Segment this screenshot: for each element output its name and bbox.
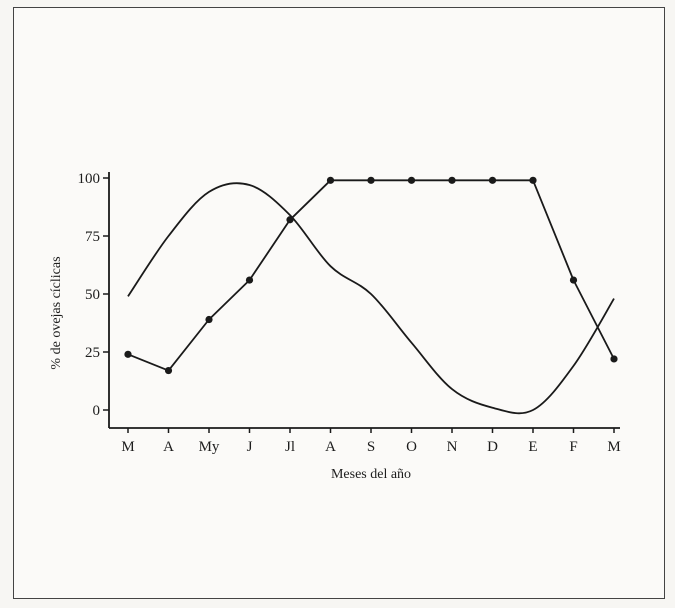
data-point	[488, 176, 497, 184]
chart-axes	[108, 172, 620, 429]
x-tick-label: O	[406, 439, 417, 455]
data-point	[448, 176, 456, 184]
x-tick-label: M	[121, 439, 134, 455]
y-tick-label: 25	[85, 345, 100, 361]
x-tick-label: F	[569, 439, 577, 455]
series-line-1	[127, 179, 615, 372]
x-ticks: M A My J Jl A S O N D E F M	[121, 428, 621, 455]
figure-frame	[13, 7, 665, 599]
x-tick-label: Jl	[285, 439, 295, 455]
x-tick-label: N	[447, 439, 458, 455]
y-tick-label: 50	[85, 287, 100, 303]
data-point	[610, 355, 618, 363]
data-point	[164, 366, 173, 375]
data-point	[529, 176, 537, 184]
data-point	[367, 176, 375, 184]
x-tick-label: J	[247, 439, 253, 455]
x-tick-label: D	[487, 439, 498, 455]
x-tick-label: My	[199, 439, 220, 455]
x-tick-label: M	[607, 439, 620, 455]
y-tick-label: 0	[93, 403, 101, 419]
data-point	[124, 350, 132, 358]
data-point	[245, 276, 254, 284]
data-point	[326, 176, 335, 184]
x-tick-label: S	[367, 439, 375, 455]
y-tick-label: 75	[85, 229, 100, 245]
x-axis-title: Meses del año	[331, 467, 411, 482]
x-tick-label: A	[163, 439, 174, 455]
x-tick-label: E	[528, 439, 537, 455]
data-point	[205, 315, 213, 324]
series-line-2	[127, 182, 615, 415]
data-point	[569, 276, 578, 284]
data-point	[407, 176, 416, 184]
y-tick-label: 100	[78, 171, 101, 187]
y-axis-title: % de ovejas cíclicas	[49, 256, 64, 369]
x-tick-label: A	[325, 439, 336, 455]
series-layer	[124, 176, 618, 415]
y-ticks: 0 25 50 75 100	[78, 171, 109, 419]
